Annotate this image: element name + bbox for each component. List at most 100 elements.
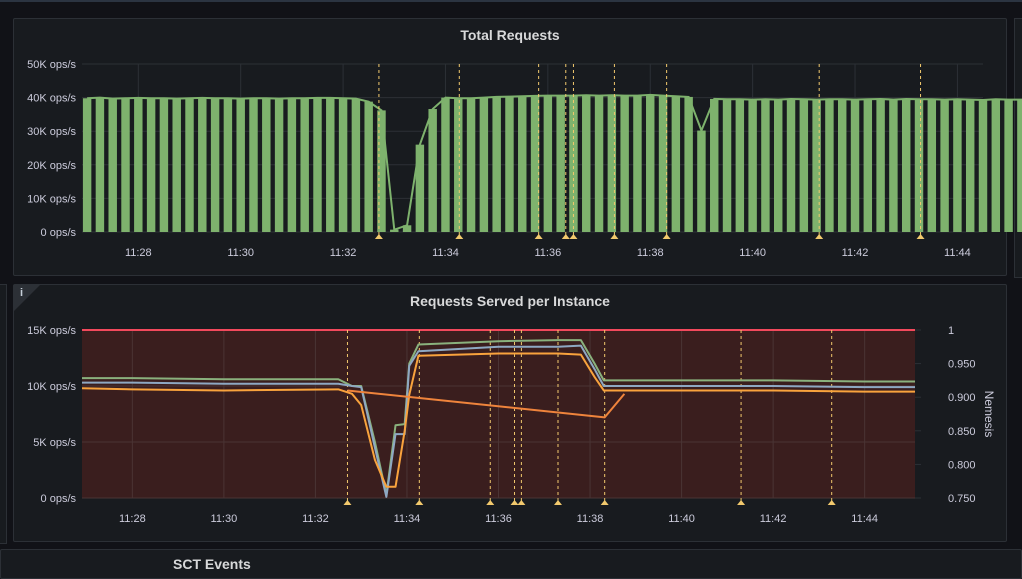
x-tick-label: 11:36 [485,513,512,525]
panel-title[interactable]: Total Requests [460,27,560,43]
annotation-marker [827,500,836,505]
bar [812,99,821,232]
y-tick-label: 30K ops/s [27,126,76,138]
bar [108,98,117,232]
bar [1004,99,1013,232]
y-tick-label: 5K ops/s [33,437,76,449]
sct-events-panel[interactable] [0,549,1022,579]
y-tick-label: 15K ops/s [27,325,76,337]
bar [697,130,706,232]
bar [454,98,463,232]
bar [172,98,181,232]
bar [364,101,373,232]
bar [210,98,220,232]
bar [185,98,194,232]
bar [965,99,975,232]
annotation-marker [510,500,519,505]
x-tick-label: 11:42 [760,513,787,525]
bar [850,99,860,232]
bar [338,98,348,232]
x-tick-label: 11:28 [119,513,146,525]
bar [249,98,258,232]
x-tick-label: 11:30 [211,513,238,525]
x-tick-label: 11:40 [668,513,695,525]
x-tick-label: 11:38 [637,247,664,259]
bar [633,95,642,232]
bar [799,99,809,232]
annotation-marker [815,234,824,239]
bar [901,98,911,232]
info-icon[interactable]: i [20,287,24,299]
series-line [81,352,915,488]
bar [530,95,540,232]
x-tick-label: 11:34 [432,247,459,259]
annotation-marker [415,500,424,505]
annotation-marker [610,234,619,239]
annotation-marker [737,500,746,505]
bar [390,229,399,232]
bar [722,99,732,232]
annotation-marker [374,234,383,239]
bar [313,97,322,232]
bar [479,97,489,232]
bar [159,98,169,232]
bar [556,95,565,232]
bar [95,97,105,232]
y2-tick-label: 0.850 [948,426,976,438]
x-tick-label: 11:44 [851,513,878,525]
series-line [82,339,915,496]
bar [402,225,412,232]
bar [594,95,604,232]
y-tick-label: 50K ops/s [27,59,76,71]
bar [978,99,988,233]
x-tick-label: 11:38 [577,513,604,525]
bar [748,99,757,232]
bar [735,99,745,232]
bar [326,97,335,232]
bar [274,98,284,232]
bar [492,96,501,232]
x-tick-label: 11:32 [302,513,329,525]
y2-tick-label: 1 [948,325,954,337]
x-tick-label: 11:32 [330,247,357,259]
bar [658,95,668,232]
bar [146,98,156,232]
bar [889,99,898,232]
annotation-marker [455,234,464,239]
y-tick-label: 40K ops/s [27,93,76,105]
bar [543,95,553,232]
annotation-marker [569,234,578,239]
annotation-marker [517,500,526,505]
sct-events-title[interactable]: SCT Events [173,556,251,572]
bar [1017,99,1022,232]
bar [428,109,437,232]
bar [940,99,949,232]
bar [876,98,885,232]
bar [786,98,796,232]
x-tick-label: 11:36 [534,247,561,259]
info-corner [14,285,40,311]
y-tick-label: 10K ops/s [27,193,76,205]
adjacent-panel-edge [0,284,7,544]
bar [569,95,578,232]
y2-tick-label: 0.750 [948,493,976,505]
annotation-marker [554,500,562,505]
annotation-marker [343,500,352,505]
bar [415,144,425,232]
bar [620,95,629,232]
bar [441,97,450,232]
bar [121,98,130,232]
x-tick-label: 11:34 [394,513,421,525]
total-requests-chart: 0 ops/s 10K ops/s 20K ops/s 30K ops/s 40K op… [27,59,1022,259]
bar [825,99,834,232]
bar [927,99,937,232]
y-tick-label: 20K ops/s [27,160,76,172]
bar [582,95,591,232]
y2-tick-label: 0.900 [948,392,976,404]
bar [991,99,1001,232]
top-border [0,0,1022,2]
panel-title[interactable]: Requests Served per Instance [410,293,610,309]
bar [774,99,783,232]
bar [466,98,476,232]
